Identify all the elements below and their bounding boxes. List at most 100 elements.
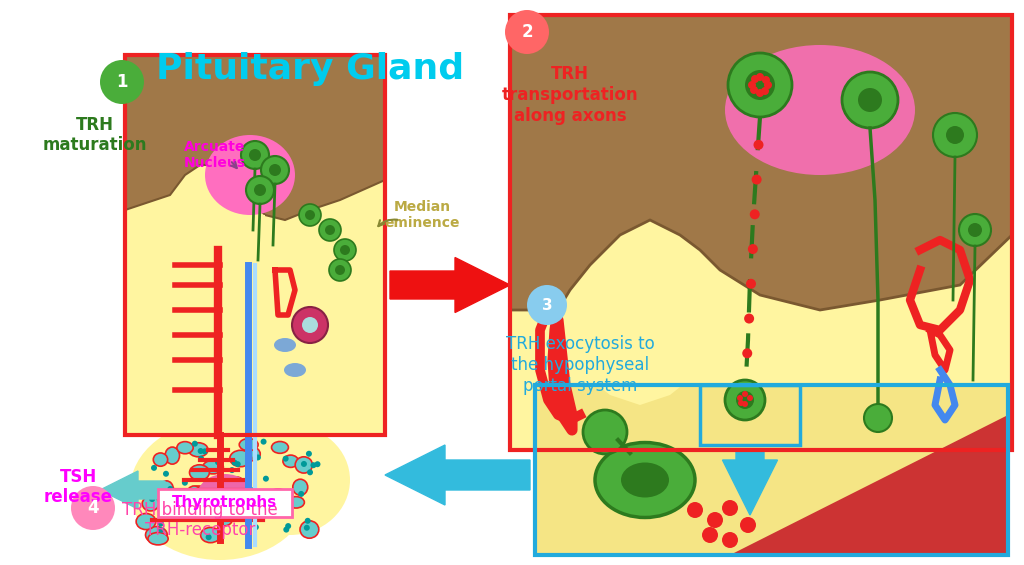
Circle shape (340, 245, 350, 255)
Ellipse shape (154, 453, 168, 466)
Circle shape (305, 518, 310, 524)
Circle shape (246, 176, 274, 204)
Ellipse shape (621, 463, 669, 498)
Circle shape (163, 471, 169, 477)
Circle shape (183, 510, 189, 516)
Circle shape (527, 285, 567, 325)
Circle shape (207, 500, 212, 506)
Polygon shape (548, 310, 720, 405)
Circle shape (292, 307, 328, 343)
Circle shape (151, 465, 157, 471)
Circle shape (583, 410, 627, 454)
Circle shape (198, 448, 204, 454)
Circle shape (158, 520, 164, 527)
Ellipse shape (130, 420, 310, 560)
Circle shape (71, 486, 115, 530)
Ellipse shape (198, 474, 253, 516)
Text: Pituitary Gland: Pituitary Gland (156, 52, 464, 86)
Circle shape (756, 89, 764, 97)
Circle shape (702, 527, 718, 543)
Circle shape (253, 490, 259, 497)
Ellipse shape (147, 532, 168, 545)
Circle shape (505, 10, 549, 54)
Polygon shape (390, 258, 510, 312)
Ellipse shape (136, 514, 156, 529)
Ellipse shape (240, 438, 258, 451)
Circle shape (842, 72, 898, 128)
Circle shape (933, 113, 977, 157)
Circle shape (754, 140, 764, 150)
Polygon shape (535, 385, 1008, 555)
Circle shape (187, 503, 194, 509)
Ellipse shape (189, 486, 207, 499)
Circle shape (335, 265, 345, 275)
Polygon shape (125, 55, 385, 220)
Ellipse shape (243, 502, 257, 520)
Circle shape (198, 455, 204, 462)
Text: 3: 3 (542, 298, 552, 312)
Circle shape (319, 219, 341, 241)
Polygon shape (510, 15, 1012, 450)
Circle shape (261, 156, 289, 184)
Circle shape (260, 513, 265, 519)
Circle shape (761, 87, 769, 95)
FancyBboxPatch shape (158, 489, 292, 517)
Ellipse shape (201, 528, 220, 542)
Circle shape (249, 149, 261, 161)
Circle shape (304, 525, 310, 531)
Circle shape (742, 391, 748, 397)
Circle shape (751, 75, 759, 83)
Ellipse shape (182, 499, 199, 514)
Circle shape (302, 317, 318, 333)
Circle shape (722, 500, 738, 516)
Circle shape (752, 175, 762, 185)
Circle shape (215, 459, 221, 465)
Text: TRH exocytosis to
the hypophyseal
portal system: TRH exocytosis to the hypophyseal portal… (506, 335, 654, 395)
Circle shape (748, 81, 756, 89)
Circle shape (756, 73, 764, 81)
Circle shape (748, 244, 758, 254)
Ellipse shape (230, 425, 350, 535)
Ellipse shape (203, 460, 223, 474)
Circle shape (762, 76, 770, 84)
Circle shape (301, 461, 307, 467)
Ellipse shape (205, 135, 295, 215)
Circle shape (143, 488, 150, 494)
Text: 2: 2 (521, 23, 532, 41)
Text: TRH
transportation
along axons: TRH transportation along axons (502, 65, 638, 125)
Circle shape (263, 476, 269, 482)
Circle shape (334, 239, 356, 261)
Circle shape (946, 126, 964, 144)
Circle shape (231, 460, 238, 466)
Circle shape (299, 204, 321, 226)
Polygon shape (100, 471, 165, 509)
Circle shape (738, 400, 744, 406)
Circle shape (285, 493, 291, 498)
Ellipse shape (229, 450, 252, 467)
Ellipse shape (186, 486, 202, 503)
Ellipse shape (189, 465, 209, 480)
Circle shape (306, 451, 312, 457)
Circle shape (249, 487, 255, 493)
Circle shape (284, 527, 290, 533)
Circle shape (191, 441, 198, 447)
Circle shape (968, 223, 982, 237)
Circle shape (725, 380, 765, 420)
Text: TRH binding to the
TRH-receptor: TRH binding to the TRH-receptor (122, 501, 278, 540)
Circle shape (269, 164, 281, 176)
Polygon shape (205, 210, 278, 435)
Circle shape (150, 496, 155, 502)
Ellipse shape (283, 455, 298, 467)
Ellipse shape (271, 441, 289, 453)
Circle shape (858, 88, 882, 112)
Ellipse shape (274, 338, 296, 352)
Circle shape (329, 259, 351, 281)
Polygon shape (730, 415, 1008, 555)
Circle shape (167, 486, 173, 492)
Ellipse shape (295, 457, 312, 473)
Ellipse shape (145, 527, 167, 543)
Circle shape (260, 438, 266, 445)
Text: Median
eminence: Median eminence (384, 200, 460, 230)
Circle shape (687, 502, 703, 518)
Circle shape (750, 209, 760, 219)
